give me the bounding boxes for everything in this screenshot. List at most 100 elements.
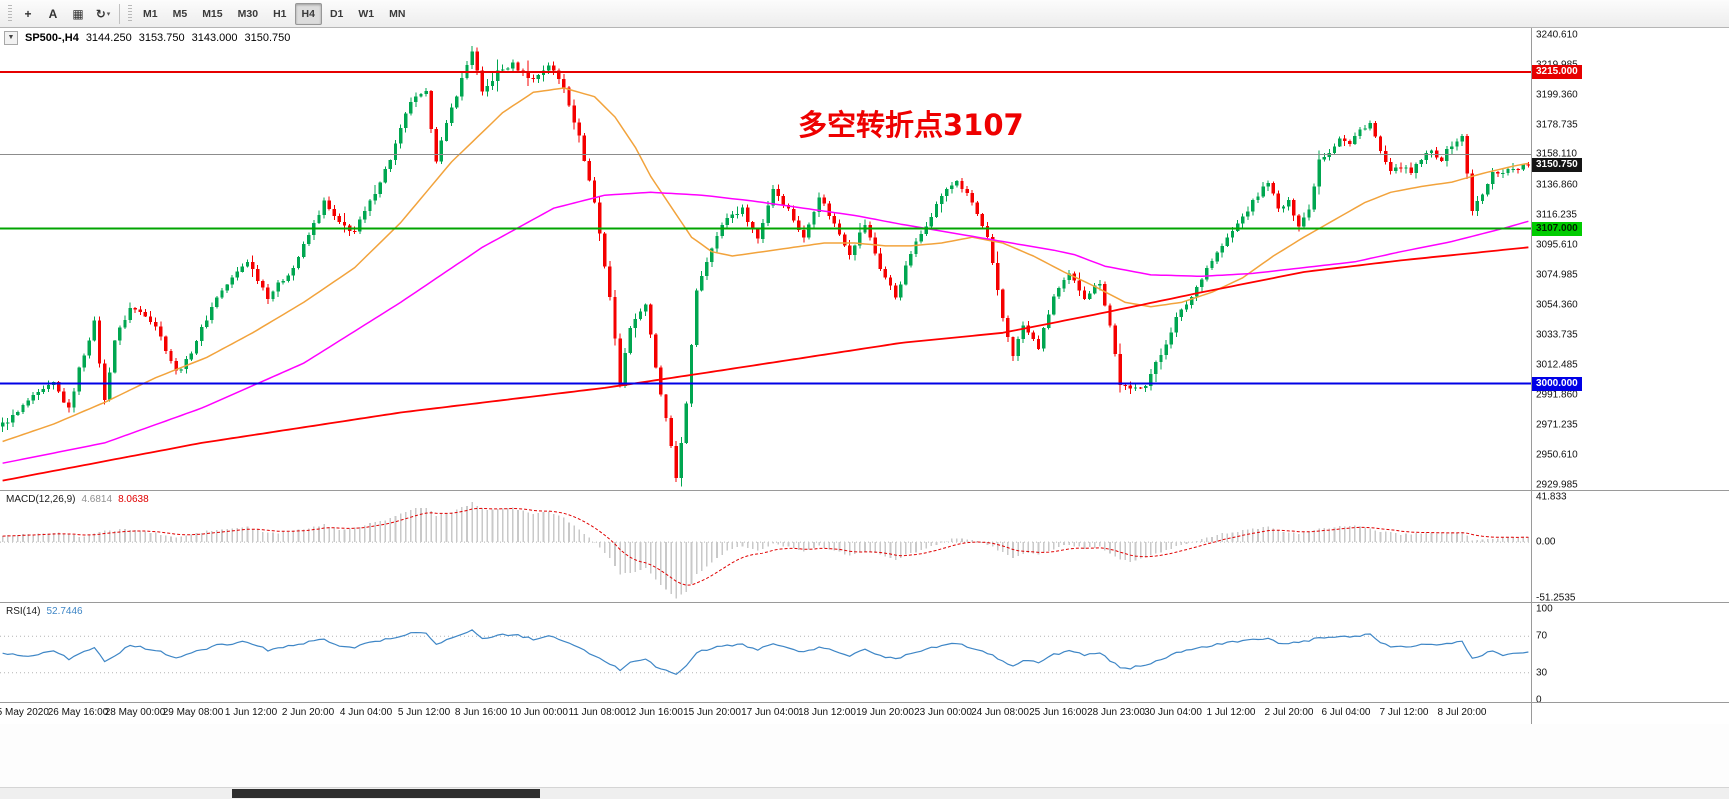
rsi-scale-label: 30 (1536, 667, 1548, 679)
price-axis-label: 3012.485 (1536, 359, 1578, 371)
price-axis-label: 3116.235 (1536, 209, 1577, 221)
scrollbar-thumb[interactable] (232, 789, 540, 798)
macd-indicator-pane: 41.833 0.00 -51.2535 MACD(12,26,9) 4.6814 … (0, 490, 1729, 602)
chart-annotation-text[interactable]: 多空转折点3107 (798, 108, 1024, 142)
time-axis-label: 24 Jun 08:00 (971, 707, 1029, 718)
toolbar-grip[interactable] (8, 4, 12, 23)
top-toolbar: + A ▦ ↻ ▾ M1 M5 M15 M30 H1 H4 D1 W1 MN (0, 0, 1729, 28)
price-axis-label: 3158.110 (1536, 148, 1577, 160)
timeframe-m1-button[interactable]: M1 (143, 7, 158, 20)
time-axis-label: 6 Jul 04:00 (1321, 707, 1371, 718)
time-axis-label: 23 Jun 00:00 (914, 707, 972, 718)
rsi-value: 52.7446 (46, 606, 83, 617)
timeframe-h4-button[interactable]: H4 (294, 2, 322, 25)
scale-divider (1531, 28, 1532, 490)
timeframe-m15-button[interactable]: M15 (202, 7, 223, 20)
time-axis-label: 1 Jul 12:00 (1206, 707, 1256, 718)
toolbar-grip[interactable] (128, 4, 132, 23)
timeframes-group: M1 M5 M15 M30 H1 H4 D1 W1 MN (136, 2, 412, 25)
price-axis-label: 3136.860 (1536, 179, 1578, 191)
horizontal-scrollbar[interactable] (0, 787, 1729, 799)
time-axis-label: 18 Jun 12:00 (798, 707, 856, 718)
timeframe-m30-button[interactable]: M30 (237, 7, 259, 20)
time-axis-label: 7 Jul 12:00 (1379, 707, 1429, 718)
macd-signal-value: 8.0638 (118, 494, 149, 505)
time-axis-label: 8 Jul 20:00 (1437, 707, 1487, 718)
macd-canvas[interactable] (0, 491, 1531, 602)
macd-scale-label: 0.00 (1536, 536, 1556, 548)
text-tool-icon: A (48, 6, 58, 21)
price-axis-label: 3074.985 (1536, 269, 1578, 281)
time-axis-label: 2 Jul 20:00 (1264, 707, 1314, 718)
time-axis-label: 10 Jun 00:00 (510, 707, 568, 718)
time-axis-label: 29 May 08:00 (162, 707, 224, 718)
timeframe-cycle-button[interactable]: ↻ ▾ (91, 3, 115, 25)
price-axis-label: 2971.235 (1536, 419, 1578, 431)
timeframe-w1-button[interactable]: W1 (358, 7, 375, 20)
rsi-name: RSI(14) (6, 606, 41, 617)
price-scale[interactable]: 3240.610 3219.985 3199.360 3178.735 3158.110… (1532, 28, 1729, 490)
toolbar-separator (119, 3, 120, 24)
price-axis-label: 2929.985 (1536, 479, 1578, 490)
time-axis-label: 11 Jun 08:00 (568, 707, 626, 718)
rsi-canvas[interactable] (0, 603, 1531, 702)
rsi-scale[interactable]: 100 70 30 0 (1532, 603, 1729, 703)
ohlc-open-value: 3144.250 (85, 32, 132, 44)
price-axis-label: 3033.735 (1536, 329, 1578, 341)
macd-name: MACD(12,26,9) (6, 494, 76, 505)
macd-scale-label: 41.833 (1536, 491, 1567, 503)
indicator-grid-icon: ▦ (72, 6, 84, 21)
rsi-scale-label: 70 (1536, 630, 1548, 642)
price-axis-label: 3199.360 (1536, 89, 1578, 101)
macd-main-value: 4.6814 (81, 494, 113, 505)
text-annotate-button[interactable]: A (41, 3, 65, 25)
price-tag-3000.000: 3000.000 (1532, 376, 1582, 391)
indicators-button[interactable]: ▦ (66, 3, 90, 25)
drawing-tools-group: + A ▦ ↻ ▾ (16, 3, 115, 25)
price-tag-3215.000: 3215.000 (1532, 65, 1582, 80)
dropdown-caret-icon: ▾ (106, 10, 111, 18)
macd-histogram-layer (1, 502, 1530, 599)
timeframe-mn-button[interactable]: MN (389, 7, 406, 20)
collapse-chart-button[interactable]: ▼ (4, 31, 18, 45)
ohlc-low-value: 3143.000 (191, 32, 238, 44)
time-axis-label: 4 Jun 04:00 (339, 707, 393, 718)
time-axis-label: 26 May 16:00 (47, 707, 109, 718)
time-axis-label: 17 Jun 04:00 (741, 707, 799, 718)
ohlc-close-value: 3150.750 (244, 32, 291, 44)
scale-divider (1531, 603, 1532, 702)
symbol-label: SP500-,H4 (25, 32, 79, 44)
crosshair-button[interactable]: + (16, 3, 40, 25)
price-axis-label: 3178.735 (1536, 119, 1578, 131)
time-axis-label: 15 Jun 20:00 (683, 707, 741, 718)
time-axis-label: 12 Jun 16:00 (625, 707, 683, 718)
chart-header: ▼ SP500-,H4 3144.250 3153.750 3143.000 3… (4, 31, 290, 45)
price-chart-canvas[interactable] (0, 28, 1531, 490)
price-tag-3150.750: 3150.750 (1532, 158, 1582, 173)
crosshair-icon: + (24, 6, 32, 21)
macd-signal-line (2, 507, 1529, 586)
price-axis-label: 2950.610 (1536, 449, 1578, 461)
rsi-scale-label: 0 (1536, 694, 1542, 703)
time-axis-label: 1 Jun 12:00 (224, 707, 278, 718)
refresh-icon: ↻ (95, 6, 106, 21)
rsi-label: RSI(14) 52.7446 (6, 606, 83, 617)
timeframe-h1-button[interactable]: H1 (273, 7, 287, 20)
price-axis-label: 3054.360 (1536, 299, 1578, 311)
timeframe-d1-button[interactable]: D1 (329, 7, 344, 20)
time-axis-label: 25 May 2020 (0, 707, 49, 718)
price-tag-3107.000: 3107.000 (1532, 221, 1582, 236)
main-chart-pane: 3240.610 3219.985 3199.360 3178.735 3158.110… (0, 28, 1729, 490)
macd-label: MACD(12,26,9) 4.6814 8.0638 (6, 494, 149, 505)
rsi-indicator-pane: 100 70 30 0 RSI(14) 52.7446 (0, 602, 1729, 702)
candles-layer (0, 46, 1531, 487)
time-axis-label: 28 Jun 23:00 (1087, 707, 1145, 718)
time-axis-label: 8 Jun 16:00 (454, 707, 508, 718)
time-axis-label: 2 Jun 20:00 (281, 707, 335, 718)
timeframe-m5-button[interactable]: M5 (172, 7, 188, 20)
time-axis-label: 28 May 00:00 (104, 707, 166, 718)
macd-scale[interactable]: 41.833 0.00 -51.2535 (1532, 491, 1729, 602)
scale-divider (1531, 703, 1532, 724)
